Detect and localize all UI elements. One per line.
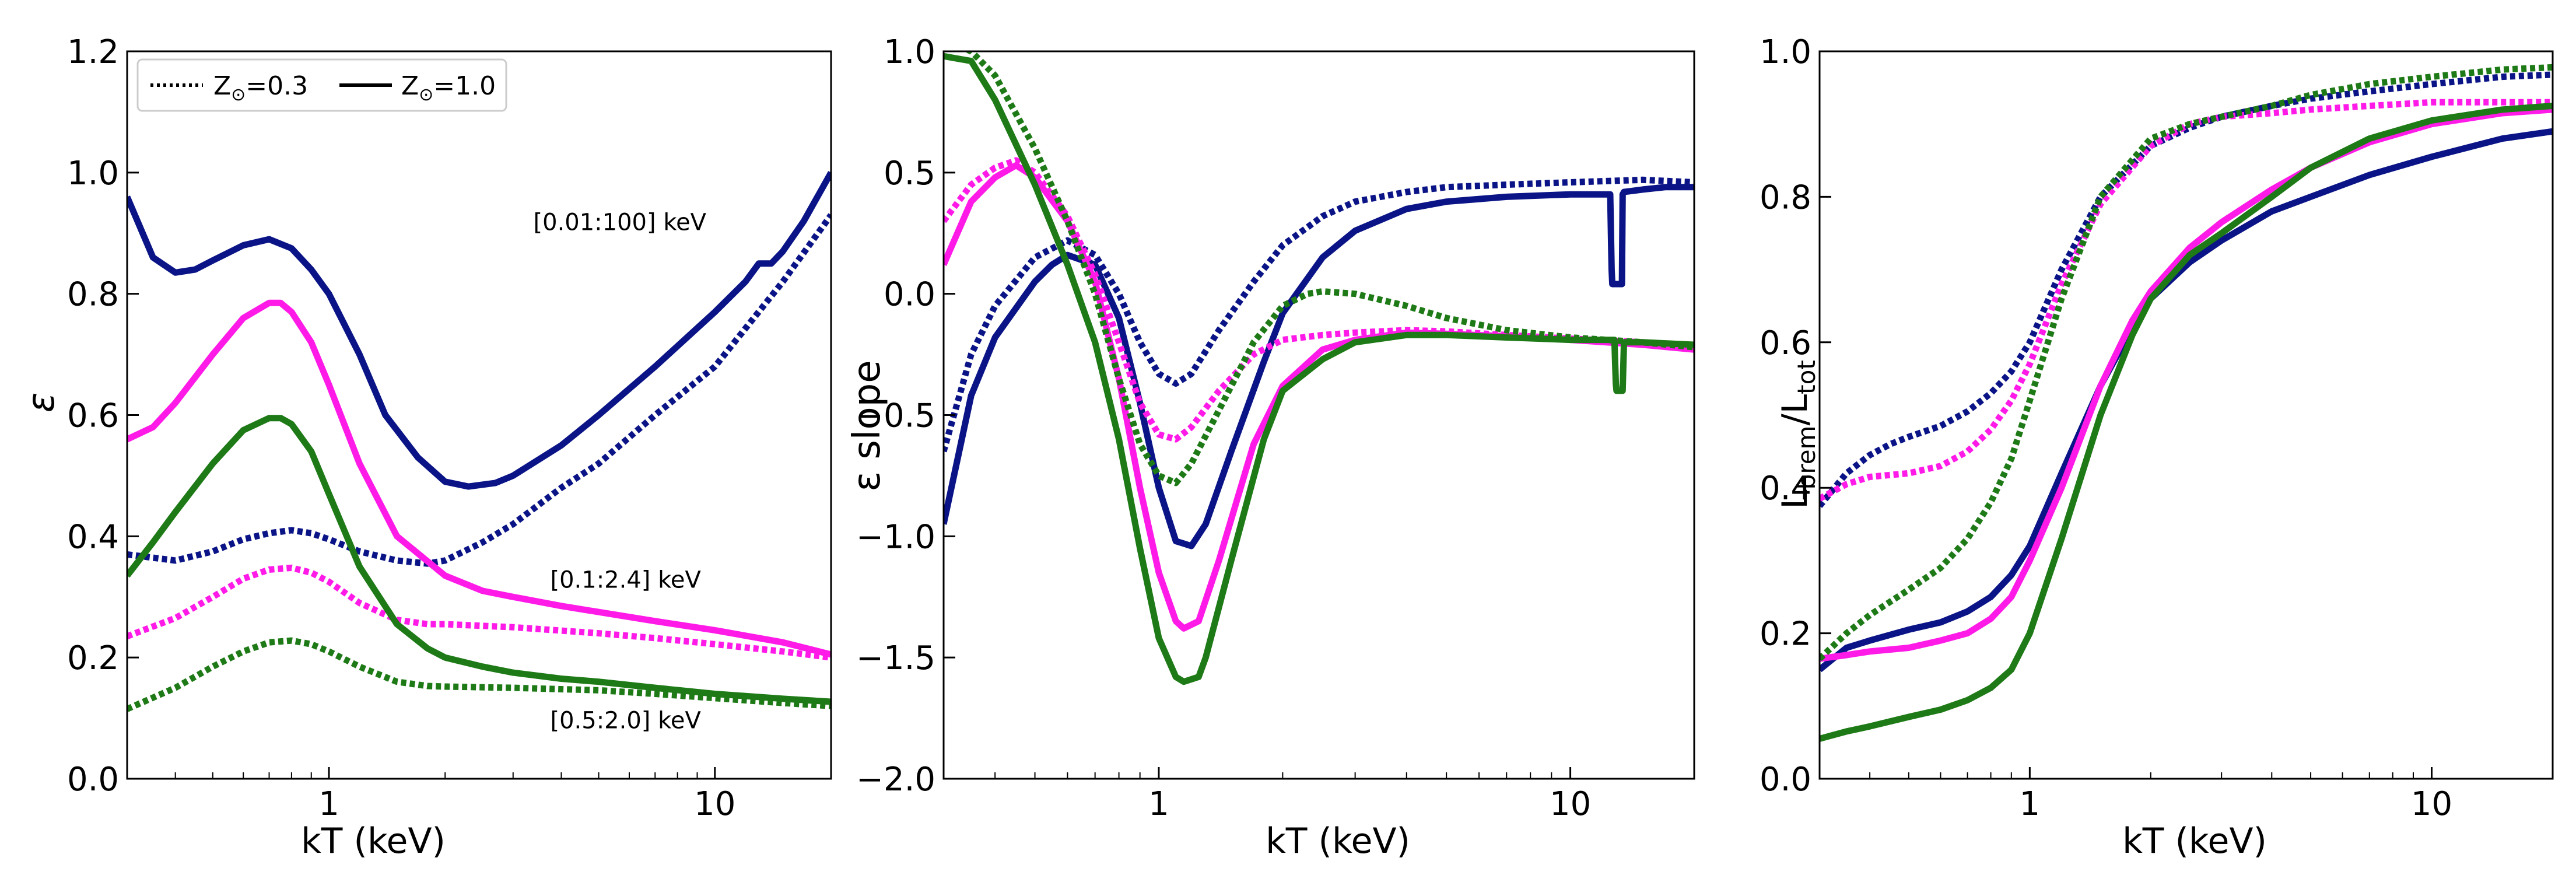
brem-series (1820, 64, 2553, 742)
emissivity-series-line-4 (127, 415, 831, 705)
emissivity-series (127, 171, 831, 712)
legend-solid-label: Z⊙=1.0 (401, 71, 496, 105)
brem_fraction-xtick-label: 10 (2411, 785, 2452, 823)
emissivity-ytick-label: 0.6 (67, 397, 119, 435)
slope-xlabel: kT (keV) (1266, 821, 1410, 862)
emissivity-annotation-2: [0.5:2.0] keV (550, 708, 701, 734)
emissivity-ytick-label: 0.4 (67, 518, 119, 556)
brem_fraction-series-line-5 (1820, 64, 2553, 662)
slope-ytick-label: −2.0 (856, 761, 935, 799)
emissivity-ytick-label: 0.8 (67, 276, 119, 314)
brem_fraction-series-line-4 (1820, 103, 2553, 742)
slope-ticks: 1 10 −2.0 −1.5 −1.0 −0.5 0.0 0.5 1.0 (856, 33, 1695, 823)
brem_fraction-xtick-label: 1 (2020, 785, 2041, 823)
emissivity-series-line-5 (127, 637, 831, 712)
emissivity-ytick-label: 0.0 (67, 761, 119, 799)
brem_fraction-ytick-label: 1.0 (1760, 33, 1811, 71)
brem-fraction-panel: 1 10 0.0 0.2 0.4 0.6 0.8 1.0 kT (keV) Lbrem/Lto… (1760, 33, 2554, 862)
brem-axes-frame (1818, 50, 2554, 780)
slope-ytick-label: 0.5 (884, 155, 935, 192)
emissivity-ytick-label: 0.2 (67, 639, 119, 677)
emissivity-axes-frame (126, 50, 832, 780)
slope-ytick-label: −1.0 (856, 518, 935, 556)
brem_fraction-ytick-label: 0.8 (1760, 178, 1811, 216)
legend: Z⊙=0.3 Z⊙=1.0 (136, 58, 507, 112)
slope-series-line-3 (944, 157, 1694, 443)
emissivity-ytick-label: 1.2 (67, 33, 119, 71)
emissivity-series-line-3 (127, 564, 831, 661)
brem-xlabel: kT (keV) (2122, 821, 2267, 862)
brem_fraction-ytick-label: 0.4 (1760, 470, 1811, 508)
brem_fraction-ytick-label: 0.0 (1760, 761, 1811, 799)
emissivity-ylabel: ε (20, 393, 63, 413)
brem-ylabel: Lbrem/Ltot (1775, 360, 1821, 509)
brem_fraction-series-line-1 (1820, 71, 2553, 508)
emissivity-ticks: 1 10 0.0 0.2 0.4 0.6 0.8 1.0 1.2 (67, 33, 832, 823)
slope-xtick-label: 1 (1148, 785, 1169, 823)
emissivity-series-line-2 (127, 299, 831, 658)
slope-series-line-0 (944, 184, 1694, 550)
legend-dotted-label: Z⊙=0.3 (213, 71, 308, 105)
brem_fraction-ytick-label: 0.6 (1760, 324, 1811, 362)
slope-series-line-4 (944, 52, 1694, 685)
slope-axes-frame (942, 50, 1695, 780)
emissivity-xtick-label: 10 (694, 785, 735, 823)
emissivity-xtick-label: 1 (318, 785, 339, 823)
emissivity-annotations: [0.01:100] keV [0.1:2.4] keV [0.5:2.0] keV (534, 209, 707, 734)
slope-ylabel: ε slope (846, 360, 889, 491)
slope-ytick-label: −1.5 (856, 639, 935, 677)
brem-ticks: 1 10 0.0 0.2 0.4 0.6 0.8 1.0 (1760, 33, 2553, 823)
emissivity-annotation-1: [0.1:2.4] keV (550, 567, 701, 594)
legend-box (136, 58, 507, 112)
slope-ytick-label: −0.5 (856, 397, 935, 435)
slope-series (944, 51, 1694, 685)
slope-xtick-label: 10 (1550, 785, 1591, 823)
slope-panel: 1 10 −2.0 −1.5 −1.0 −0.5 0.0 0.5 1.0 kT (keV) ε … (846, 33, 1695, 862)
emissivity-ytick-label: 1.0 (67, 155, 119, 192)
emissivity-series-line-0 (127, 171, 831, 490)
slope-series-line-5 (963, 51, 1694, 487)
emissivity-series-line-1 (127, 213, 831, 567)
emissivity-panel: 1 100.00.20.40.60.81.01.2 [0.01:100] keV[… (20, 33, 832, 862)
slope-ytick-label: 1.0 (884, 33, 935, 71)
emissivity-xlabel: kT (keV) (301, 821, 446, 862)
brem_fraction-ytick-label: 0.2 (1760, 615, 1811, 653)
slope-ytick-label: 0.0 (884, 276, 935, 314)
emissivity-annotation-0: [0.01:100] keV (534, 209, 707, 236)
slope-series-line-1 (944, 176, 1694, 453)
